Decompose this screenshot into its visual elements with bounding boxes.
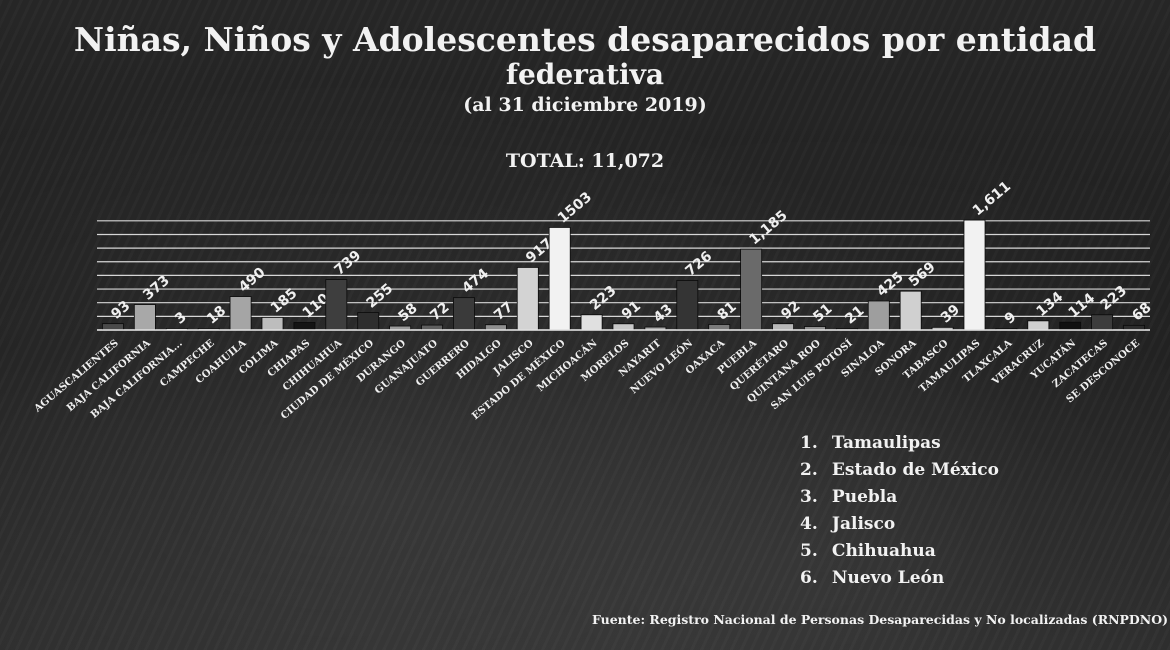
ranking-item: 2. Estado de México bbox=[800, 457, 999, 484]
bar bbox=[676, 280, 699, 331]
ranking-number: 5. bbox=[800, 541, 818, 561]
value-label: 92 bbox=[778, 298, 803, 323]
ranking-item: 3. Puebla bbox=[800, 484, 999, 511]
bar bbox=[325, 279, 348, 331]
bar bbox=[484, 324, 507, 331]
bar bbox=[772, 323, 794, 331]
value-label: 569 bbox=[906, 259, 939, 290]
bar bbox=[740, 248, 763, 331]
value-label: 51 bbox=[810, 301, 835, 326]
value-label: 9 bbox=[1002, 309, 1020, 328]
bar bbox=[293, 322, 316, 331]
ranking-number: 3. bbox=[800, 487, 818, 507]
source-note: Fuente: Registro Nacional de Personas De… bbox=[591, 612, 1168, 627]
ranking-label: Jalisco bbox=[831, 514, 896, 534]
bar bbox=[867, 300, 890, 331]
ranking-label: Puebla bbox=[831, 487, 898, 507]
value-label: 1,185 bbox=[746, 207, 790, 248]
bar bbox=[357, 312, 380, 331]
value-label: 255 bbox=[364, 281, 397, 312]
ranking-item: 6. Nuevo León bbox=[800, 565, 999, 592]
bar bbox=[229, 296, 252, 331]
bar bbox=[1059, 321, 1082, 331]
category-label: CAMPECHE bbox=[158, 338, 217, 390]
value-label: 185 bbox=[268, 285, 301, 316]
bar bbox=[548, 227, 571, 331]
total-label: TOTAL: 11,072 bbox=[505, 150, 665, 172]
bar bbox=[612, 323, 635, 331]
value-label: 739 bbox=[332, 248, 365, 279]
bar bbox=[708, 324, 731, 331]
bar bbox=[963, 219, 986, 331]
value-label: 39 bbox=[938, 302, 963, 327]
ranking-label: Tamaulipas bbox=[831, 433, 941, 453]
bar bbox=[1091, 314, 1114, 331]
ranking-label: Nuevo León bbox=[831, 568, 945, 588]
chart-title: Niñas, Niños y Adolescentes desaparecido… bbox=[73, 20, 1097, 59]
ranking-number: 6. bbox=[800, 568, 818, 588]
value-label: 223 bbox=[1097, 283, 1130, 314]
value-label: 1,611 bbox=[970, 178, 1014, 219]
chart-subtitle: (al 31 diciembre 2019) bbox=[463, 94, 707, 116]
ranking-label: Estado de México bbox=[831, 460, 999, 480]
value-label: 68 bbox=[1129, 300, 1154, 325]
value-label: 58 bbox=[395, 300, 420, 325]
value-label: 373 bbox=[140, 273, 173, 304]
ranking-label: Chihuahua bbox=[831, 541, 936, 561]
value-label: 490 bbox=[236, 264, 269, 295]
value-label: 223 bbox=[587, 283, 620, 314]
value-label: 21 bbox=[842, 303, 867, 328]
value-label: 474 bbox=[459, 266, 492, 297]
value-label: 134 bbox=[1034, 289, 1067, 320]
bar bbox=[453, 297, 475, 331]
value-label: 18 bbox=[204, 303, 229, 328]
ranking-number: 1. bbox=[800, 433, 818, 453]
value-label: 3 bbox=[172, 309, 190, 328]
ranking-item: 5. Chihuahua bbox=[800, 538, 999, 565]
value-label: 43 bbox=[651, 301, 676, 326]
category-label: ZACATECAS bbox=[1051, 338, 1110, 390]
bar bbox=[1027, 320, 1050, 331]
ranking-number: 2. bbox=[800, 460, 818, 480]
value-label: 91 bbox=[619, 298, 644, 323]
bar bbox=[133, 304, 156, 331]
ranking-item: 4. Jalisco bbox=[800, 511, 999, 538]
bar bbox=[580, 314, 603, 331]
ranking-item: 1. Tamaulipas bbox=[800, 430, 999, 457]
bar bbox=[102, 323, 124, 331]
bar bbox=[261, 316, 284, 331]
bar bbox=[516, 267, 539, 331]
ranking-number: 4. bbox=[800, 514, 818, 534]
bar bbox=[421, 324, 443, 331]
bar bbox=[899, 290, 922, 331]
value-label: 93 bbox=[108, 298, 133, 323]
chart-title-line2: federativa bbox=[505, 58, 665, 91]
ranking-list: 1. Tamaulipas 2. Estado de México 3. Pue… bbox=[800, 430, 999, 592]
